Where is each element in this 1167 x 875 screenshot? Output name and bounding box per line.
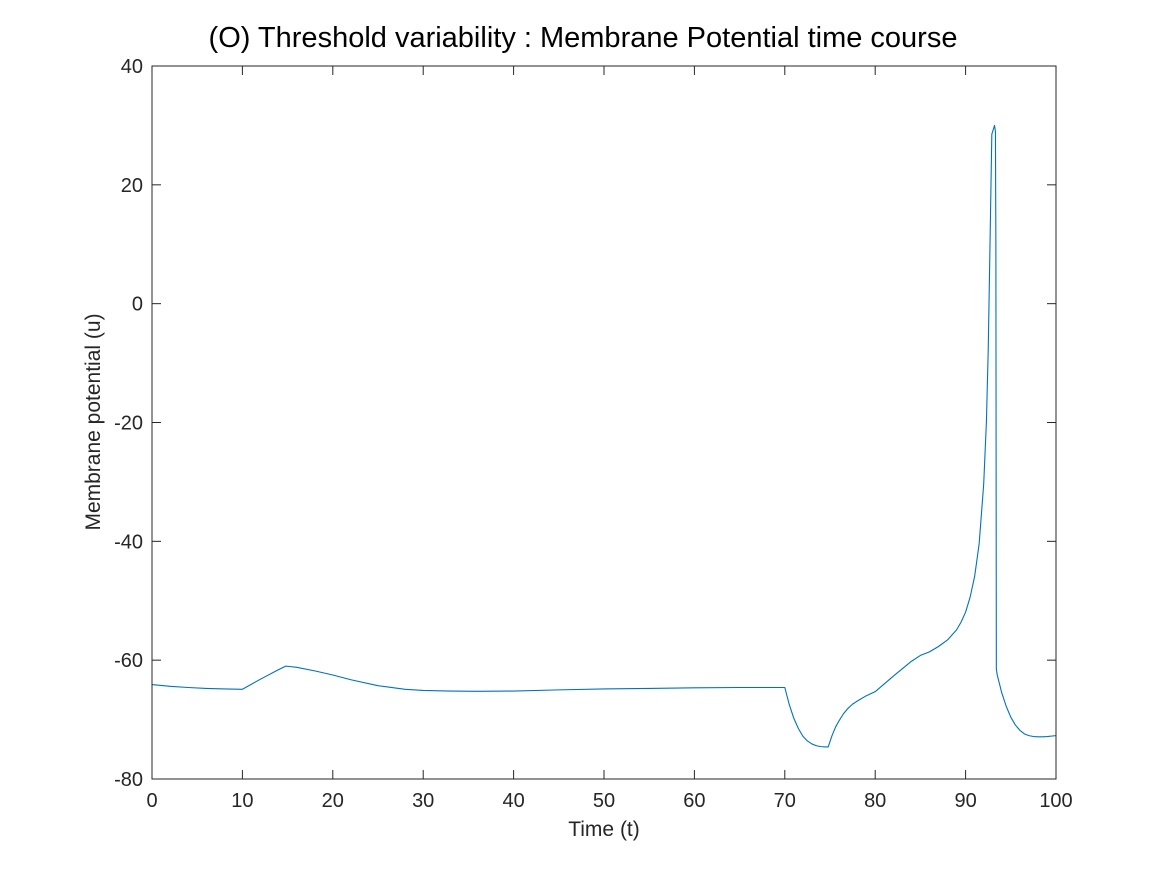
x-tick-label: 80: [864, 790, 886, 812]
x-axis-label: Time (t): [568, 818, 640, 841]
y-tick-label: -40: [114, 531, 143, 553]
x-tick-label: 0: [146, 790, 157, 812]
x-tick-label: 100: [1039, 790, 1072, 812]
x-tick-label: 30: [412, 790, 434, 812]
y-tick-label: -60: [114, 650, 143, 672]
y-tick-label: -80: [114, 769, 143, 791]
axes-box: [151, 65, 1057, 780]
chart-title: (O) Threshold variability : Membrane Pot…: [209, 22, 958, 54]
y-tick-label: 0: [132, 294, 143, 316]
x-tick-label: 90: [954, 790, 976, 812]
y-tick-label: 40: [121, 56, 143, 78]
series-layer: [151, 124, 1057, 748]
plot-area: [152, 66, 1056, 779]
x-tick-labels: 0 10 20 30 40 50 60 70 80 90 100: [146, 790, 1072, 812]
x-tick-label: 20: [322, 790, 344, 812]
x-tick-label: 70: [774, 790, 796, 812]
y-tick-labels: -80 -60 -40 -20 0 20 40: [114, 56, 143, 791]
x-tick-label: 40: [502, 790, 524, 812]
y-tick-label: -20: [114, 413, 143, 435]
x-tick-label: 10: [231, 790, 253, 812]
x-tick-label: 50: [593, 790, 615, 812]
x-tick-label: 60: [683, 790, 705, 812]
y-axis-label: Membrane potential (u): [82, 313, 105, 530]
y-tick-label: 20: [121, 175, 143, 197]
series-line-0: [151, 124, 1057, 748]
